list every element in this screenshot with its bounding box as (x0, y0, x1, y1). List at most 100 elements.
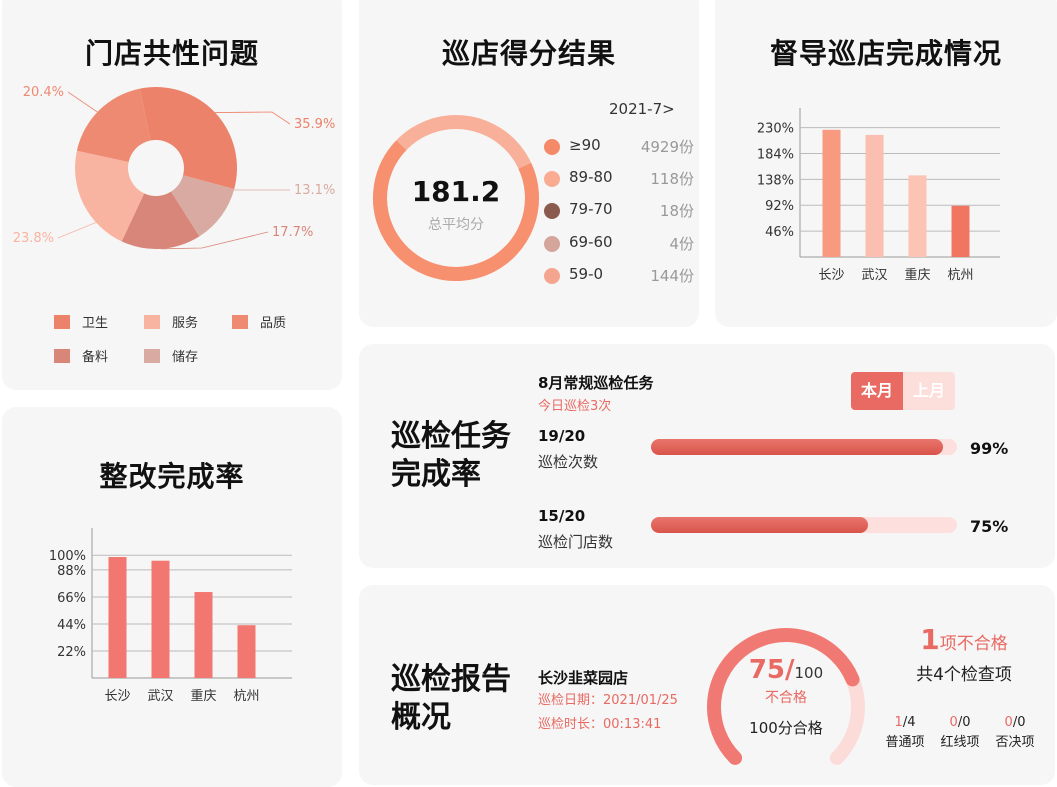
legend-swatch (232, 314, 248, 329)
progress-fill (651, 439, 944, 455)
score-dot (544, 171, 560, 187)
toggle-last-month[interactable]: 上月 (903, 372, 955, 410)
score-count: 4929份 (640, 138, 694, 156)
task-label: 巡检门店数 (538, 533, 614, 551)
progress-percent: 99% (970, 439, 1009, 458)
legend-item-prep: 备料 (54, 346, 108, 365)
legend-swatch (54, 314, 70, 329)
bar (908, 175, 927, 257)
y-tick-label: 46% (765, 225, 794, 240)
pie-slice-3 (121, 191, 200, 249)
card-task-completion: 巡检任务 完成率 8月常规巡检任务 今日巡检3次 本月 上月 19/20 巡检次… (359, 344, 1055, 568)
ring-segment-primary (373, 115, 539, 281)
score-item: 69-60 4份 (544, 233, 694, 253)
pie-slice-0 (139, 87, 237, 190)
x-tick-label: 杭州 (947, 268, 973, 283)
bar (237, 625, 256, 678)
score-item: 79-70 18份 (544, 200, 694, 220)
pie-value-label: 35.9% (294, 117, 335, 132)
pie-value-label: 17.7% (272, 225, 313, 240)
breakdown-item: 1/4 普通项 (877, 715, 933, 750)
task-count: 15/20 (538, 507, 586, 525)
score-dot (544, 236, 560, 252)
score-item: ≥90 4929份 (544, 136, 694, 156)
breakdown-den: /0 (1012, 715, 1026, 730)
score-ring (373, 115, 539, 281)
inspection-duration: 巡检时长：00:13:41 (538, 717, 662, 732)
y-tick-label: 22% (57, 645, 86, 660)
rectify-bar-chart: 22% 44% 66% 88%100% 长沙 武汉 重庆 杭州 (49, 528, 292, 704)
progress-track (651, 517, 957, 533)
breakdown-den: /4 (902, 715, 916, 730)
y-tick-label: 138% (757, 173, 794, 188)
x-tick-label: 武汉 (861, 268, 887, 283)
card-common-issues: 门店共性问题 35.9% 13.1% 17.7% 23.8% 20.4% 卫生 服务 品… (2, 0, 342, 390)
bar (822, 129, 841, 257)
gauge-fill (707, 628, 860, 765)
period-selector[interactable]: 2021-7> (609, 100, 675, 118)
legend-label: 储存 (172, 350, 199, 365)
pie-slice-4 (171, 175, 235, 237)
legend-swatch (144, 314, 160, 329)
y-tick-label: 230% (757, 122, 794, 137)
score-count: 18份 (659, 202, 694, 220)
task-title: 巡检任务 完成率 (391, 418, 511, 494)
x-tick-label: 长沙 (104, 689, 130, 704)
legend-swatch (54, 348, 70, 363)
bar (151, 560, 170, 678)
score-range: 79-70 (569, 200, 613, 218)
pie-slice-1 (75, 150, 145, 242)
score-dot (544, 268, 560, 284)
pie-value-label: 20.4% (23, 85, 64, 100)
toggle-this-month[interactable]: 本月 (851, 372, 903, 410)
score-count: 144份 (650, 267, 694, 285)
legend-label: 卫生 (82, 316, 109, 331)
y-tick-label: 184% (757, 147, 794, 162)
breakdown-item: 0/0 红线项 (932, 715, 988, 750)
breakdown-num: 0 (949, 715, 958, 730)
report-title-line2: 概况 (391, 700, 451, 735)
legend-item-quality: 品质 (232, 312, 286, 331)
score-dot (544, 203, 560, 219)
report-title: 巡检报告 概况 (391, 661, 511, 737)
score-count: 118份 (650, 170, 694, 188)
period-toggle: 本月 上月 (851, 372, 955, 410)
x-tick-label: 杭州 (233, 689, 259, 704)
score-dot (544, 139, 560, 155)
x-tick-label: 重庆 (904, 267, 930, 283)
x-tick-label: 武汉 (147, 689, 173, 704)
x-tick-label: 长沙 (818, 268, 844, 283)
pie-leader-line (220, 189, 290, 217)
breakdown-label: 红线项 (940, 735, 980, 750)
card-title: 巡店得分结果 (441, 37, 616, 70)
legend-label: 服务 (172, 316, 199, 331)
bar (865, 134, 884, 257)
score-count: 4份 (669, 235, 694, 253)
card-rectify-rate: 整改完成率 22% 44% 66% 88% 100% 长沙 武汉 重庆 杭州 (2, 407, 342, 787)
task-title-line1: 巡检任务 (391, 419, 511, 454)
score-item: 89-80 118份 (544, 168, 694, 188)
task-subtitle: 今日巡检3次 (538, 399, 612, 414)
y-tick-label: 92% (765, 199, 794, 214)
card-score-results: 巡店得分结果 2021-7> 181.2 总平均分 ≥90 4929份 89-80… (359, 0, 699, 327)
score-gauge (707, 628, 865, 765)
pie-chart: 35.9% 13.1% 17.7% 23.8% 20.4% (13, 85, 335, 250)
score-item: 59-0 144份 (544, 265, 694, 285)
pie-leader-line (57, 203, 103, 239)
pie-leader-line (215, 111, 291, 125)
supervision-bar-chart: 46% 92% 138% 184% 230% 长沙 武汉 重庆 杭州 (757, 108, 1000, 283)
legend-item-hygiene: 卫生 (54, 312, 108, 331)
legend-swatch (144, 348, 160, 363)
fail-count: 1 (920, 623, 940, 656)
progress-track (651, 439, 957, 455)
card-inspection-report: 巡检报告 概况 长沙韭菜园店 巡检日期：2021/01/25 巡检时长：00:1… (359, 585, 1055, 785)
task-count: 19/20 (538, 427, 586, 445)
total-score: 181.2 (411, 175, 501, 208)
score-value: 75/ (748, 655, 795, 685)
task-name: 8月常规巡检任务 (538, 374, 654, 392)
pie-value-label: 23.8% (13, 231, 54, 246)
inspection-date: 巡检日期：2021/01/25 (538, 693, 678, 708)
bar (108, 557, 127, 678)
legend-label: 备料 (82, 350, 109, 365)
pass-threshold: 100分合格 (749, 719, 823, 737)
